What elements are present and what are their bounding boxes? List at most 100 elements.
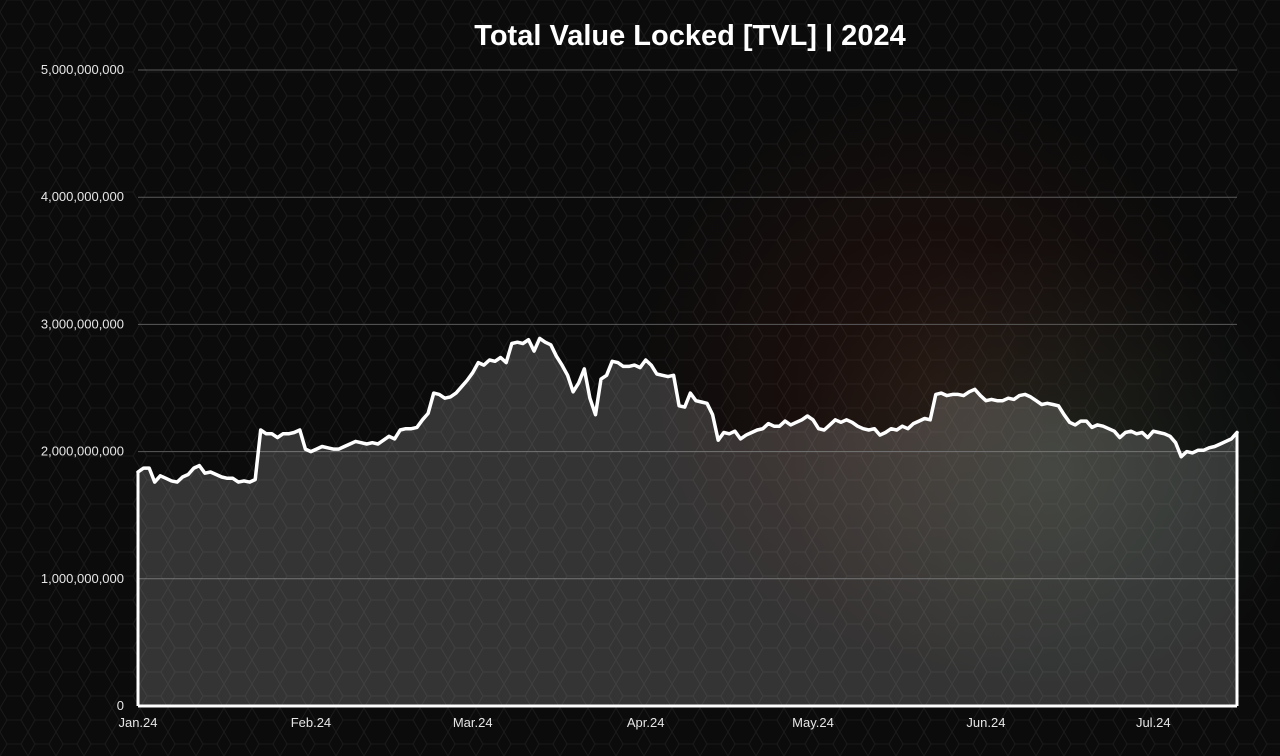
data-point <box>946 395 948 397</box>
data-point <box>1197 449 1199 451</box>
data-point <box>611 360 613 362</box>
data-point <box>1007 397 1009 399</box>
data-point <box>182 476 184 478</box>
data-point <box>304 448 306 450</box>
data-point <box>215 473 217 476</box>
data-point <box>806 415 809 417</box>
data-point <box>1002 400 1004 402</box>
data-point <box>684 406 686 408</box>
series-area <box>138 338 1237 706</box>
data-point <box>639 367 641 369</box>
data-point <box>355 440 357 442</box>
data-point <box>511 342 513 345</box>
data-point <box>784 420 786 422</box>
data-point <box>578 382 580 384</box>
data-point <box>1074 424 1076 426</box>
data-point <box>1057 405 1060 407</box>
data-point <box>1136 433 1138 435</box>
data-point <box>963 395 965 397</box>
x-tick-label: Mar.24 <box>453 715 493 730</box>
x-tick-label: Jul.24 <box>1136 715 1171 730</box>
data-point <box>862 428 864 430</box>
data-point <box>1152 430 1154 432</box>
data-point <box>416 426 418 428</box>
data-point <box>394 438 396 440</box>
data-point <box>1186 451 1188 453</box>
data-point <box>929 419 931 421</box>
data-point <box>940 392 942 394</box>
data-point <box>243 480 245 482</box>
data-point <box>377 443 379 445</box>
data-point <box>818 428 820 430</box>
data-point <box>979 395 982 397</box>
data-point <box>159 475 161 477</box>
data-point <box>1102 425 1104 427</box>
data-point <box>1046 402 1048 404</box>
data-point <box>1163 433 1166 435</box>
data-point <box>834 419 836 421</box>
data-point <box>1175 442 1177 444</box>
data-point <box>951 393 954 395</box>
data-point <box>1113 430 1115 432</box>
x-axis-labels: Jan.24 Feb.24 Mar.24 Apr.24 May.24 Jun.24 Jul.… <box>118 715 1170 730</box>
data-point <box>1085 420 1087 422</box>
data-point <box>1202 449 1205 451</box>
data-point <box>1119 437 1121 439</box>
data-point <box>990 398 993 400</box>
data-point <box>628 365 630 367</box>
data-point <box>723 431 725 434</box>
data-point <box>249 481 251 483</box>
data-point <box>1091 426 1093 428</box>
data-point <box>332 448 334 450</box>
data-point <box>388 435 390 437</box>
data-point <box>444 397 446 399</box>
data-point <box>343 445 345 448</box>
data-point <box>1030 396 1032 398</box>
gridlines <box>138 69 1237 580</box>
data-point <box>310 451 312 453</box>
data-point <box>371 442 373 444</box>
data-point <box>957 393 959 395</box>
data-point <box>276 437 279 439</box>
data-point <box>561 364 563 366</box>
data-point <box>1124 431 1126 434</box>
data-point <box>1018 395 1021 397</box>
data-point <box>466 379 468 381</box>
data-point <box>1191 452 1193 454</box>
y-tick-label: 1,000,000,000 <box>41 571 124 586</box>
data-point <box>879 434 881 436</box>
data-point <box>974 388 976 390</box>
data-point <box>645 359 647 361</box>
data-point <box>996 400 998 402</box>
data-point <box>516 341 519 343</box>
data-point <box>237 481 239 483</box>
data-point <box>193 467 195 469</box>
data-point <box>505 362 507 364</box>
data-point <box>829 424 831 426</box>
data-point <box>689 392 691 394</box>
data-point <box>873 428 876 430</box>
data-point <box>438 393 440 395</box>
data-point <box>589 397 591 399</box>
data-point <box>884 431 887 434</box>
data-point <box>405 428 407 430</box>
axes <box>136 432 1239 708</box>
data-point <box>751 431 753 434</box>
data-point <box>382 439 385 441</box>
data-point <box>896 429 898 431</box>
data-point <box>421 419 424 421</box>
data-point <box>901 425 903 427</box>
data-point <box>260 429 262 431</box>
data-point <box>968 391 970 393</box>
data-point <box>204 472 206 474</box>
data-point <box>187 473 189 476</box>
data-point <box>728 433 730 435</box>
data-point <box>1035 400 1037 402</box>
y-tick-label: 2,000,000,000 <box>41 444 124 459</box>
data-point <box>572 391 574 393</box>
data-point <box>857 425 859 427</box>
data-point <box>1041 403 1043 406</box>
data-point <box>985 400 987 402</box>
data-point <box>739 438 742 440</box>
